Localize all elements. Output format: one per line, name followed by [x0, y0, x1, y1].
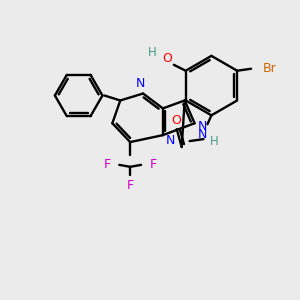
Text: H: H: [210, 135, 219, 148]
Text: F: F: [149, 158, 157, 171]
Text: F: F: [127, 179, 134, 192]
Text: F: F: [104, 158, 111, 171]
Text: N: N: [198, 120, 207, 133]
Text: H: H: [148, 46, 156, 59]
Text: N: N: [135, 77, 145, 90]
Text: N: N: [198, 128, 207, 141]
Text: Br: Br: [263, 62, 277, 75]
Text: O: O: [162, 52, 172, 65]
Text: N: N: [166, 134, 176, 147]
Text: O: O: [171, 114, 181, 127]
